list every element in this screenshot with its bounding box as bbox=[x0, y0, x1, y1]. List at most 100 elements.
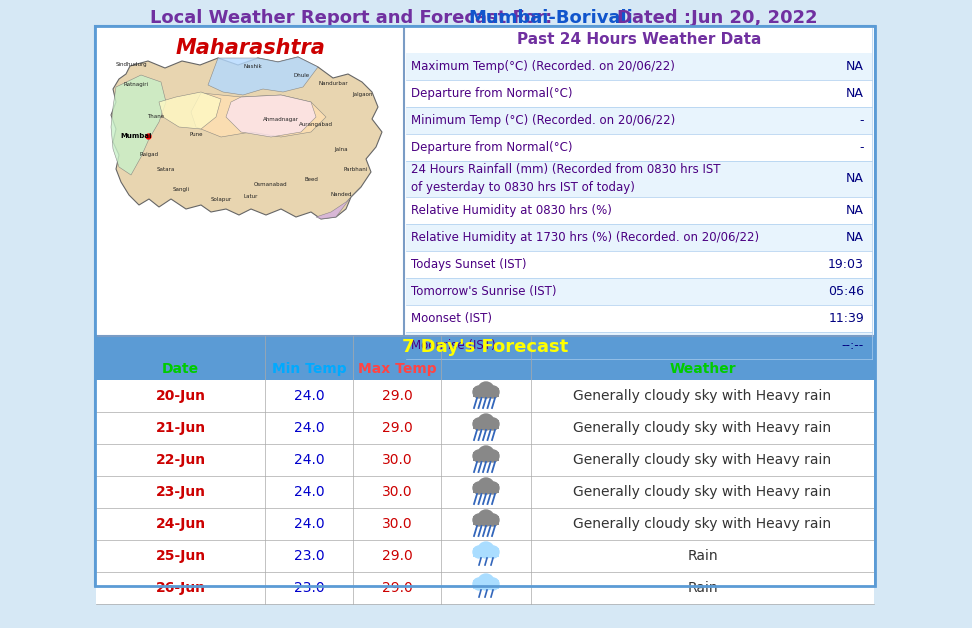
Text: Pune: Pune bbox=[190, 132, 203, 137]
Text: 20-Jun: 20-Jun bbox=[156, 389, 205, 403]
Text: Sangli: Sangli bbox=[172, 187, 190, 192]
Text: Nashik: Nashik bbox=[244, 64, 262, 69]
Text: Raigad: Raigad bbox=[139, 152, 158, 157]
Text: Rain: Rain bbox=[687, 581, 717, 595]
Text: 24.0: 24.0 bbox=[294, 389, 325, 403]
FancyBboxPatch shape bbox=[473, 388, 499, 397]
Text: Ahmadnagar: Ahmadnagar bbox=[263, 117, 299, 122]
Text: Todays Sunset (IST): Todays Sunset (IST) bbox=[411, 258, 527, 271]
Text: Aurangabad: Aurangabad bbox=[299, 122, 333, 127]
Text: Moonrise (IST): Moonrise (IST) bbox=[411, 339, 496, 352]
Text: -: - bbox=[859, 141, 864, 154]
Circle shape bbox=[473, 418, 485, 430]
Circle shape bbox=[487, 546, 499, 558]
Text: 23.0: 23.0 bbox=[294, 549, 325, 563]
Text: 05:46: 05:46 bbox=[828, 285, 864, 298]
Text: Rain: Rain bbox=[687, 549, 717, 563]
Text: Thane: Thane bbox=[148, 114, 164, 119]
Text: Min Temp: Min Temp bbox=[272, 362, 346, 376]
Text: 24.0: 24.0 bbox=[294, 453, 325, 467]
Circle shape bbox=[478, 414, 494, 430]
Text: 29.0: 29.0 bbox=[382, 389, 412, 403]
FancyBboxPatch shape bbox=[473, 452, 499, 461]
Text: Weather: Weather bbox=[669, 362, 736, 376]
Text: NA: NA bbox=[846, 231, 864, 244]
FancyBboxPatch shape bbox=[473, 516, 499, 525]
Text: NA: NA bbox=[846, 60, 864, 73]
FancyBboxPatch shape bbox=[406, 332, 872, 359]
Circle shape bbox=[487, 386, 499, 398]
Text: Mumbai: Mumbai bbox=[120, 133, 152, 139]
FancyBboxPatch shape bbox=[473, 580, 499, 589]
Circle shape bbox=[478, 574, 494, 590]
Text: Generally cloudy sky with Heavy rain: Generally cloudy sky with Heavy rain bbox=[573, 453, 832, 467]
FancyBboxPatch shape bbox=[96, 508, 874, 540]
Circle shape bbox=[473, 450, 485, 462]
Circle shape bbox=[478, 542, 494, 558]
Text: Local Weather Report and Forecast For:: Local Weather Report and Forecast For: bbox=[150, 9, 559, 27]
Text: 24-Jun: 24-Jun bbox=[156, 517, 205, 531]
Text: Maharashtra: Maharashtra bbox=[175, 38, 325, 58]
Text: 21-Jun: 21-Jun bbox=[156, 421, 205, 435]
FancyBboxPatch shape bbox=[406, 278, 872, 305]
Text: 30.0: 30.0 bbox=[382, 453, 412, 467]
Circle shape bbox=[473, 482, 485, 494]
FancyBboxPatch shape bbox=[473, 548, 499, 557]
Text: --:--: --:-- bbox=[842, 339, 864, 352]
Text: Generally cloudy sky with Heavy rain: Generally cloudy sky with Heavy rain bbox=[573, 389, 832, 403]
Text: 26-Jun: 26-Jun bbox=[156, 581, 205, 595]
Text: Nanded: Nanded bbox=[330, 192, 352, 197]
Text: Satara: Satara bbox=[156, 167, 175, 172]
FancyBboxPatch shape bbox=[96, 444, 874, 476]
FancyBboxPatch shape bbox=[406, 80, 872, 107]
Text: 29.0: 29.0 bbox=[382, 549, 412, 563]
Text: 24 Hours Rainfall (mm) (Recorded from 0830 hrs IST: 24 Hours Rainfall (mm) (Recorded from 08… bbox=[411, 163, 720, 176]
Text: -: - bbox=[859, 114, 864, 127]
Text: 23-Jun: 23-Jun bbox=[156, 485, 205, 499]
Polygon shape bbox=[208, 57, 318, 95]
Circle shape bbox=[487, 418, 499, 430]
Circle shape bbox=[487, 482, 499, 494]
Text: Nandurbar: Nandurbar bbox=[318, 81, 348, 86]
Polygon shape bbox=[111, 75, 166, 175]
Text: 30.0: 30.0 bbox=[382, 517, 412, 531]
FancyBboxPatch shape bbox=[406, 134, 872, 161]
FancyBboxPatch shape bbox=[96, 336, 874, 358]
Text: 23.0: 23.0 bbox=[294, 581, 325, 595]
Text: Minimum Temp (°C) (Recorded. on 20/06/22): Minimum Temp (°C) (Recorded. on 20/06/22… bbox=[411, 114, 676, 127]
Circle shape bbox=[478, 510, 494, 526]
Text: Relative Humidity at 0830 hrs (%): Relative Humidity at 0830 hrs (%) bbox=[411, 204, 612, 217]
Text: Generally cloudy sky with Heavy rain: Generally cloudy sky with Heavy rain bbox=[573, 485, 832, 499]
Text: Solapur: Solapur bbox=[210, 197, 231, 202]
Text: Departure from Normal(°C): Departure from Normal(°C) bbox=[411, 141, 573, 154]
Text: 24.0: 24.0 bbox=[294, 517, 325, 531]
Circle shape bbox=[473, 514, 485, 526]
Polygon shape bbox=[191, 93, 326, 137]
FancyBboxPatch shape bbox=[96, 412, 874, 444]
Text: Date: Date bbox=[162, 362, 199, 376]
FancyBboxPatch shape bbox=[96, 476, 874, 508]
FancyBboxPatch shape bbox=[96, 540, 874, 572]
Circle shape bbox=[473, 386, 485, 398]
Text: 30.0: 30.0 bbox=[382, 485, 412, 499]
Text: 7 Day's Forecast: 7 Day's Forecast bbox=[401, 338, 568, 356]
Text: 24.0: 24.0 bbox=[294, 485, 325, 499]
FancyBboxPatch shape bbox=[406, 251, 872, 278]
FancyBboxPatch shape bbox=[406, 197, 872, 224]
FancyBboxPatch shape bbox=[473, 484, 499, 493]
Circle shape bbox=[487, 450, 499, 462]
Text: NA: NA bbox=[846, 87, 864, 100]
Text: Dated :Jun 20, 2022: Dated :Jun 20, 2022 bbox=[592, 9, 817, 27]
Text: Dhule: Dhule bbox=[294, 73, 310, 78]
Text: of yesterday to 0830 hrs IST of today): of yesterday to 0830 hrs IST of today) bbox=[411, 181, 635, 195]
Text: Generally cloudy sky with Heavy rain: Generally cloudy sky with Heavy rain bbox=[573, 421, 832, 435]
Text: Moonset (IST): Moonset (IST) bbox=[411, 312, 492, 325]
Text: 22-Jun: 22-Jun bbox=[156, 453, 205, 467]
FancyBboxPatch shape bbox=[96, 380, 874, 412]
Text: Maximum Temp(°C) (Recorded. on 20/06/22): Maximum Temp(°C) (Recorded. on 20/06/22) bbox=[411, 60, 675, 73]
FancyBboxPatch shape bbox=[406, 53, 872, 80]
Text: Latur: Latur bbox=[244, 194, 259, 199]
Text: Max Temp: Max Temp bbox=[358, 362, 436, 376]
Text: Generally cloudy sky with Heavy rain: Generally cloudy sky with Heavy rain bbox=[573, 517, 832, 531]
Polygon shape bbox=[159, 92, 221, 129]
